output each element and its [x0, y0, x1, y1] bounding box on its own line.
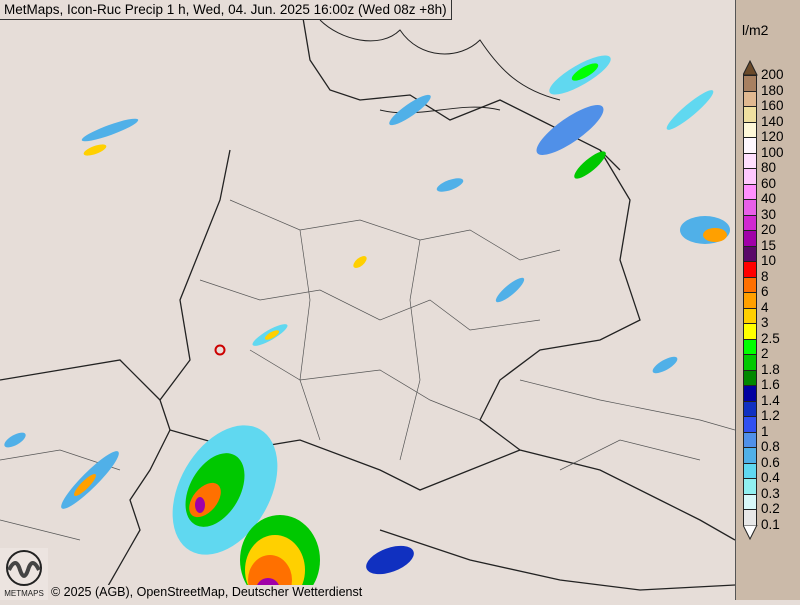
legend-label: 60: [761, 175, 777, 191]
precipitation-cells: [4, 55, 730, 600]
legend-label: 8: [761, 268, 769, 284]
legend-color-box: [743, 416, 757, 433]
legend-label: 1.2: [761, 408, 780, 424]
legend-color-box: [743, 90, 757, 108]
legend-label: 1.8: [761, 361, 780, 377]
legend-color-box: [743, 152, 757, 170]
legend-label: 0.4: [761, 470, 780, 486]
legend-color-box: [743, 214, 757, 232]
legend-color-box: [743, 168, 757, 185]
legend-color-box: [743, 199, 757, 216]
region-borders: [0, 199, 735, 541]
legend-color-box: [743, 400, 757, 418]
legend-label: 6: [761, 284, 769, 300]
legend-label: 30: [761, 206, 777, 222]
legend-label: 160: [761, 98, 784, 114]
legend-label: 1.4: [761, 392, 780, 408]
legend-label: 0.1: [761, 517, 780, 532]
precipitation-map[interactable]: [0, 0, 735, 600]
legend-color-box: [743, 509, 757, 526]
legend-label: 20: [761, 222, 777, 238]
location-marker: [214, 344, 226, 356]
legend-color-box: [743, 462, 757, 480]
legend-color-box: [743, 369, 757, 387]
legend-label: 140: [761, 113, 784, 129]
legend-color-box: [743, 354, 757, 371]
legend-color-box: [743, 121, 757, 139]
legend-color-box: [743, 75, 757, 92]
legend-color-box: [743, 385, 757, 402]
legend-label: 1.6: [761, 377, 780, 393]
legend-unit: l/m2: [742, 22, 769, 38]
legend-label: 0.3: [761, 485, 780, 501]
map-title: MetMaps, Icon-Ruc Precip 1 h, Wed, 04. J…: [0, 0, 452, 20]
legend-label: 180: [761, 82, 784, 98]
legend-color-box: [743, 292, 757, 309]
legend-color-box: [743, 431, 757, 449]
precipitation-legend: l/m2 200 180 160 140 120 100 80 60 40 30 20 15 10 8 6 4…: [735, 0, 800, 600]
legend-color-box: [743, 447, 757, 464]
legend-color-box: [743, 183, 757, 201]
legend-label: 2.5: [761, 330, 780, 346]
legend-color-box: [743, 276, 757, 294]
legend-label: 40: [761, 191, 777, 207]
legend-color-box: [743, 230, 757, 247]
legend-label: 15: [761, 237, 777, 253]
legend-color-box: [743, 307, 757, 325]
legend-label: 1: [761, 423, 769, 439]
metmaps-logo: METMAPS: [0, 548, 48, 600]
legend-color-box: [743, 493, 757, 511]
legend-label: 3: [761, 315, 769, 331]
legend-color-box: [743, 338, 757, 356]
legend-label: 0.6: [761, 454, 780, 470]
legend-label: 120: [761, 129, 784, 145]
legend-label: 80: [761, 160, 777, 176]
legend-label: 10: [761, 253, 777, 269]
legend-bottom-arrow-icon: [743, 525, 758, 541]
legend-label: 100: [761, 144, 784, 160]
legend-label: 0.2: [761, 501, 780, 517]
legend-label: 4: [761, 299, 769, 315]
legend-color-box: [743, 106, 757, 123]
svg-text:METMAPS: METMAPS: [4, 589, 44, 598]
legend-color-box: [743, 245, 757, 263]
copyright-footer: © 2025 (AGB), OpenStreetMap, Deutscher W…: [48, 585, 366, 600]
country-borders: [0, 0, 735, 600]
coastline: [319, 19, 561, 114]
legend-label: 0.8: [761, 439, 780, 455]
legend-label: 2: [761, 346, 769, 362]
legend-color-box: [743, 137, 757, 154]
legend-color-box: [743, 323, 757, 340]
legend-color-box: [743, 478, 757, 495]
legend-label: 200: [761, 67, 784, 82]
legend-color-box: [743, 261, 757, 278]
legend-top-arrow-icon: [743, 60, 758, 76]
